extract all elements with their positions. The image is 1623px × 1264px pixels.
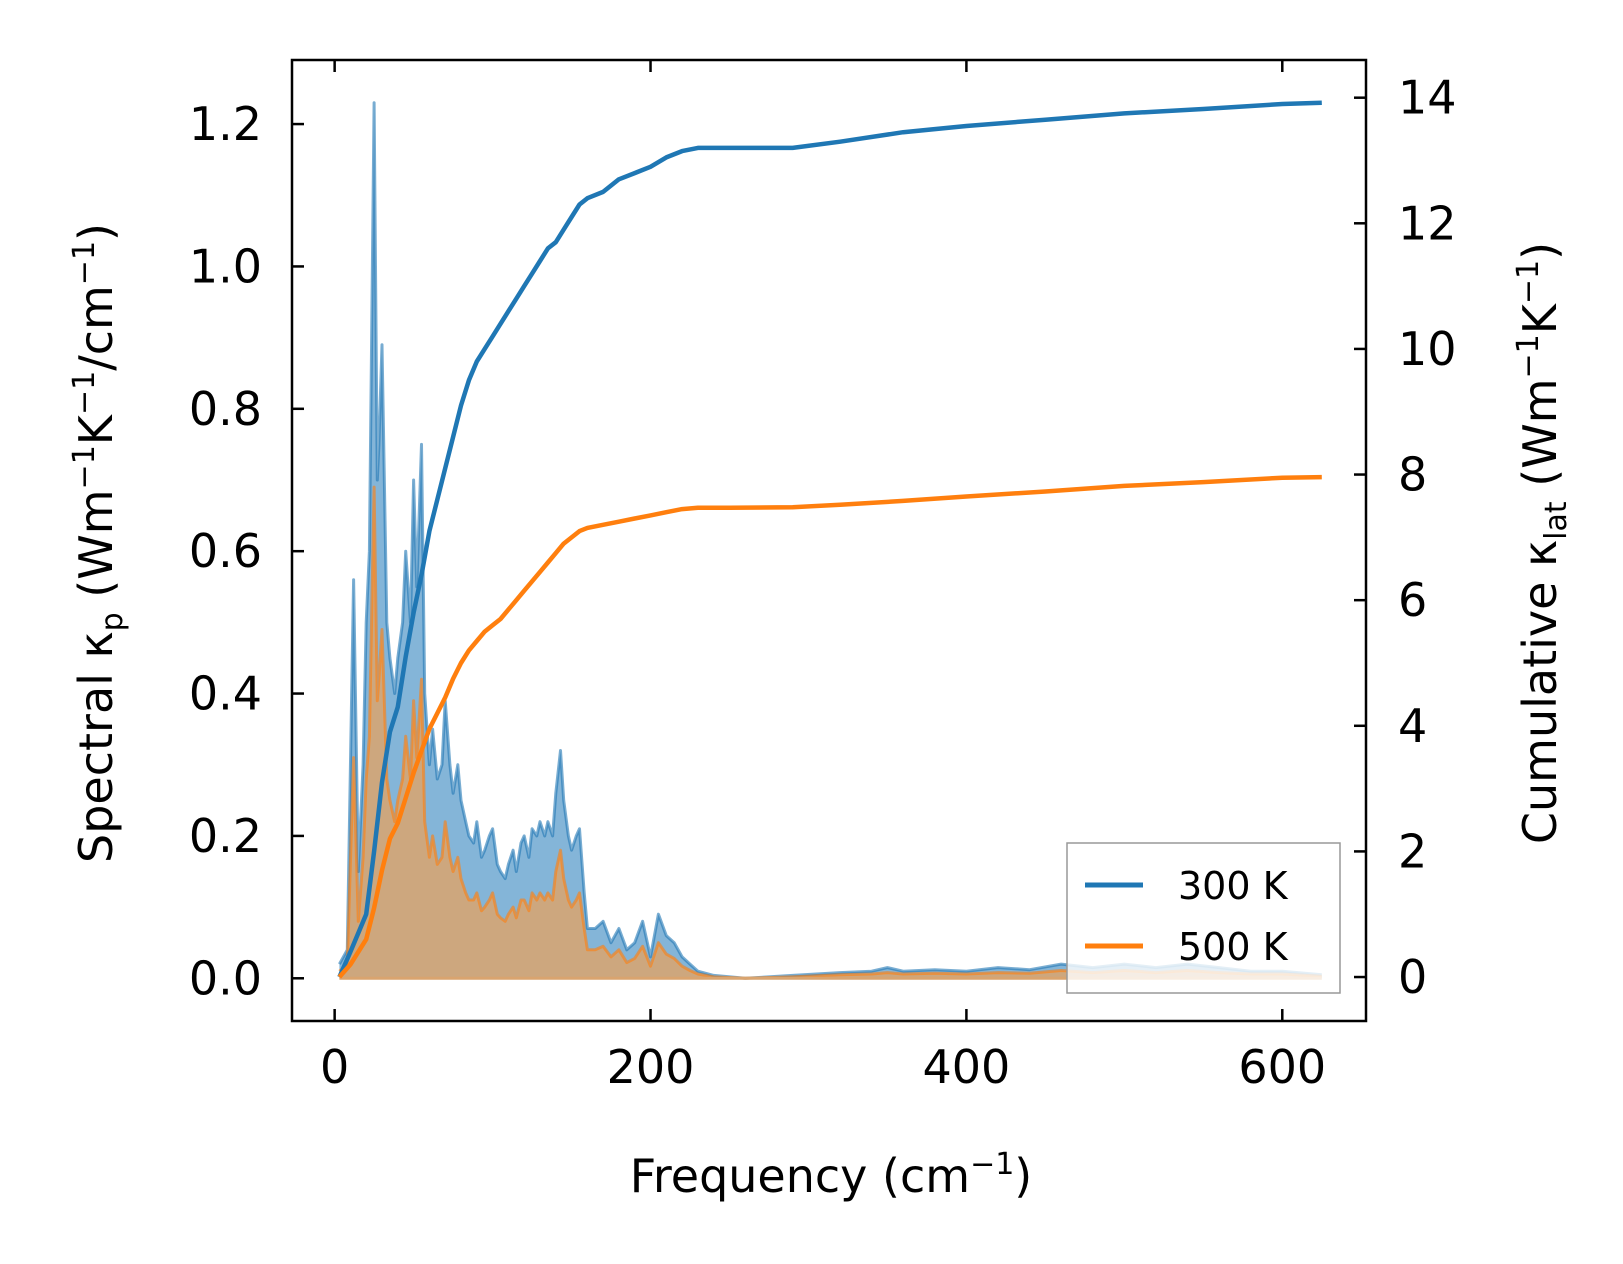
y-right-tick-label: 4	[1398, 699, 1427, 753]
y-right-tick-label: 14	[1398, 71, 1457, 125]
y-right-tick-label: 6	[1398, 573, 1427, 627]
y-left-tick-label: 1.0	[189, 239, 262, 293]
x-tick-label: 0	[320, 1040, 349, 1094]
y-axis-left-title: Spectral κp (Wm−1K−1/cm−1)	[67, 223, 130, 863]
legend: 300 K 500 K	[1066, 842, 1341, 994]
x-axis-title: Frequency (cm−1)	[630, 1147, 1033, 1203]
x-tick-label: 600	[1238, 1040, 1326, 1094]
spectral-line-500k	[338, 485, 1322, 980]
y-axis-right-title: Cumulative κlat (Wm−1K−1)	[1511, 242, 1574, 844]
cumulative-line-300k	[337, 100, 1322, 978]
plot-content	[337, 100, 1322, 980]
x-tick-label: 200	[607, 1040, 695, 1094]
legend-label-500k: 500 K	[1178, 925, 1289, 969]
plot-frame	[290, 58, 1368, 1023]
spectral-area-500k	[339, 487, 1322, 979]
y-right-tick-label: 8	[1398, 448, 1427, 502]
legend-label-300k: 300 K	[1178, 864, 1289, 908]
y-right-tick-label: 12	[1398, 196, 1457, 250]
y-right-tick-label: 10	[1398, 322, 1457, 376]
plot-area	[337, 100, 1322, 980]
spectral-line-300k	[338, 101, 1322, 980]
y-left-tick-label: 1.2	[189, 97, 262, 151]
y-left-tick-label: 0.8	[189, 382, 262, 436]
y-left-tick-label: 0.2	[189, 809, 262, 863]
y-left-tick-label: 0.6	[189, 524, 262, 578]
cumulative-line-500k	[337, 474, 1322, 979]
y-left-tick-label: 0.0	[189, 951, 262, 1005]
axes: 0 200 400 600 0.0 0.2 0.4 0.6 0.8 1.0 1.2 0 2 4 6 8 10 12…	[189, 58, 1457, 1094]
y-right-tick-label: 0	[1398, 950, 1427, 1004]
y-right-tick-label: 2	[1398, 824, 1427, 878]
legend-frame	[1066, 842, 1341, 994]
x-tick-label: 400	[923, 1040, 1011, 1094]
y-left-tick-label: 0.4	[189, 667, 262, 721]
